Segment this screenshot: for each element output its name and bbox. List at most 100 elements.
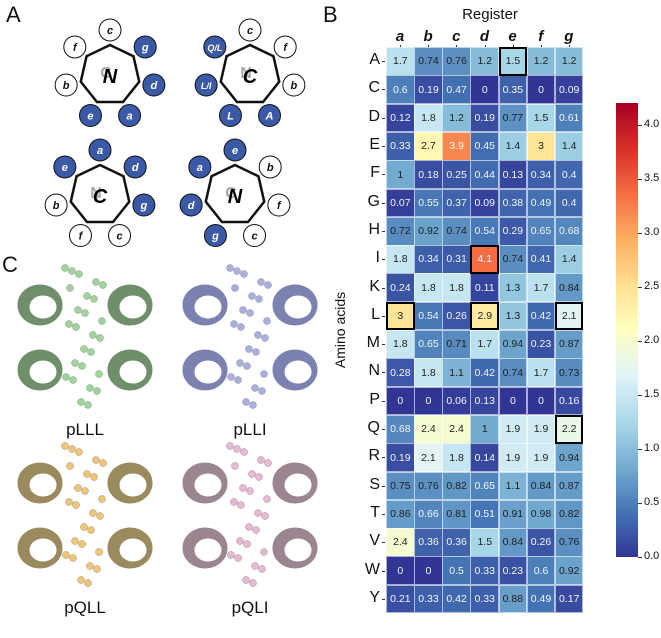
heatmap-cell-K-c: 1.8 bbox=[442, 273, 471, 303]
heatmap-cell-G-e: 0.38 bbox=[498, 188, 528, 218]
svg-text:c: c bbox=[116, 231, 122, 243]
heatmap-cell-H-e: 0.29 bbox=[498, 216, 528, 246]
heatmap-cell-H-c: 0.74 bbox=[442, 216, 471, 246]
colorbar-tick bbox=[638, 340, 642, 342]
row-label-Y: Y bbox=[369, 588, 380, 606]
row-label-I: I bbox=[375, 249, 380, 267]
row-tick bbox=[382, 89, 385, 91]
y-axis-label: Amino acids bbox=[332, 291, 348, 369]
heatmap-cell-T-b: 0.66 bbox=[414, 499, 443, 529]
svg-text:f: f bbox=[73, 42, 78, 54]
heatmap-cell-E-d: 0.45 bbox=[470, 131, 500, 161]
heatmap-cell-S-f: 0.84 bbox=[526, 471, 556, 501]
svg-text:N: N bbox=[90, 185, 102, 202]
structure-pLLL bbox=[17, 264, 153, 409]
heatmap-cell-W-c: 0.5 bbox=[442, 556, 471, 586]
heatmap-cell-M-e: 0.94 bbox=[498, 330, 528, 359]
colorbar-tick bbox=[638, 178, 642, 180]
heatmap-cell-W-e: 0.23 bbox=[498, 556, 528, 586]
residue-f bbox=[273, 35, 297, 59]
row-tick bbox=[382, 61, 385, 63]
heatmap-cell-T-g: 0.82 bbox=[554, 499, 584, 529]
svg-text:b: b bbox=[53, 200, 60, 212]
helical-wheel-2: NCc f b A L L/I Q/L bbox=[194, 18, 306, 128]
heatmap-cell-S-b: 0.76 bbox=[414, 471, 443, 501]
heatmap-cell-A-e: 1.5 bbox=[498, 47, 528, 76]
row-label-R: R bbox=[368, 447, 380, 465]
row-label-M: M bbox=[366, 334, 380, 352]
heatmap-cell-Q-g: 2.2 bbox=[554, 414, 584, 444]
residue-c bbox=[243, 224, 267, 248]
heatmap-cell-S-g: 0.87 bbox=[554, 471, 584, 501]
structure-panels: pLLL pLLI pQLL pQLI bbox=[0, 250, 330, 638]
heatmap-cell-L-d: 2.9 bbox=[470, 301, 500, 331]
heatmap-cell-I-e: 0.74 bbox=[498, 245, 528, 274]
heatmap-cell-Y-a: 0.21 bbox=[386, 584, 415, 614]
structure-pLLI bbox=[182, 264, 318, 409]
residue-d bbox=[179, 193, 203, 217]
svg-text:c: c bbox=[251, 231, 257, 243]
row-label-G: G bbox=[367, 192, 380, 210]
heatmap-cell-R-a: 0.19 bbox=[386, 443, 415, 472]
colorbar-tick-label: 1.5 bbox=[644, 387, 660, 400]
row-tick bbox=[382, 230, 385, 232]
colorbar-tick-label: 2.5 bbox=[644, 279, 660, 292]
structure-caption-pLLI: pLLI bbox=[233, 420, 267, 439]
row-label-P: P bbox=[369, 390, 380, 408]
residue-f bbox=[267, 193, 291, 217]
residue-L bbox=[218, 104, 242, 128]
heatmap-cell-G-d: 0.09 bbox=[470, 188, 500, 218]
row-label-W: W bbox=[364, 560, 380, 578]
heatmap-cell-E-e: 1.4 bbox=[498, 131, 528, 161]
heatmap-cell-L-e: 1.3 bbox=[498, 301, 528, 331]
heatmap-cell-G-a: 0.07 bbox=[386, 188, 415, 218]
heatmap-cell-R-e: 1.9 bbox=[498, 443, 528, 472]
residue-d bbox=[123, 155, 147, 179]
heatmap-cell-L-f: 0.42 bbox=[526, 301, 556, 331]
heatmap-cell-K-b: 1.8 bbox=[414, 273, 443, 303]
panel-label-a: A bbox=[6, 2, 21, 27]
residue-f bbox=[68, 224, 92, 248]
svg-text:a: a bbox=[197, 162, 203, 174]
heatmap-cell-Y-g: 0.17 bbox=[554, 584, 584, 614]
svg-text:C: C bbox=[225, 185, 237, 202]
heatmap-cell-S-a: 0.75 bbox=[386, 471, 415, 501]
heatmap-cell-I-f: 0.41 bbox=[526, 245, 556, 274]
heatmap-cell-N-a: 0.28 bbox=[386, 358, 415, 388]
heatmap-cell-K-f: 1.7 bbox=[526, 273, 556, 303]
colorbar-tick bbox=[638, 557, 642, 558]
residue-b bbox=[282, 73, 306, 97]
row-tick bbox=[382, 117, 385, 119]
heatmap-cell-T-c: 0.81 bbox=[442, 499, 471, 529]
svg-text:b: b bbox=[267, 162, 274, 174]
heatmap-cell-I-d: 4.1 bbox=[470, 245, 500, 274]
heatmap-cell-M-g: 0.87 bbox=[554, 330, 584, 359]
heatmap-cell-P-c: 0.06 bbox=[442, 386, 471, 416]
residue-b bbox=[54, 73, 78, 97]
svg-text:L: L bbox=[227, 111, 234, 123]
row-tick bbox=[382, 174, 385, 176]
heatmap-cell-T-f: 0.98 bbox=[526, 499, 556, 529]
colorbar-tick bbox=[638, 502, 642, 504]
heatmap-cell-H-a: 0.72 bbox=[386, 216, 415, 246]
svg-text:a: a bbox=[97, 145, 103, 157]
column-label-e: e bbox=[508, 28, 517, 45]
svg-text:C: C bbox=[93, 186, 108, 208]
heatmap-cell-S-d: 0.65 bbox=[470, 471, 500, 501]
heatmap-cell-L-g: 2.1 bbox=[554, 301, 584, 331]
colorbar-tick-label: 1.0 bbox=[644, 441, 660, 454]
heatmap-cell-R-g: 0.94 bbox=[554, 443, 584, 472]
heatmap-cell-K-g: 0.84 bbox=[554, 273, 584, 303]
row-tick bbox=[382, 259, 385, 261]
row-label-N: N bbox=[368, 362, 380, 380]
colorbar-tick bbox=[638, 286, 642, 288]
heatmap-cell-P-d: 0.13 bbox=[470, 386, 500, 416]
colorbar-tick bbox=[638, 448, 642, 450]
svg-text:g: g bbox=[211, 231, 219, 243]
row-label-L: L bbox=[371, 305, 380, 323]
heatmap-cell-W-a: 0 bbox=[386, 556, 415, 586]
heatmap-cell-G-c: 0.37 bbox=[442, 188, 471, 218]
heatmap-cell-G-f: 0.49 bbox=[526, 188, 556, 218]
residue-e bbox=[78, 104, 102, 128]
heatmap-cell-F-a: 1 bbox=[386, 160, 415, 189]
